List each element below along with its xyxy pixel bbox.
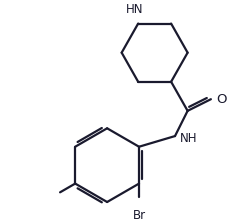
Text: NH: NH <box>180 131 197 144</box>
Text: HN: HN <box>125 3 143 16</box>
Text: O: O <box>217 93 227 106</box>
Text: Br: Br <box>132 209 146 222</box>
